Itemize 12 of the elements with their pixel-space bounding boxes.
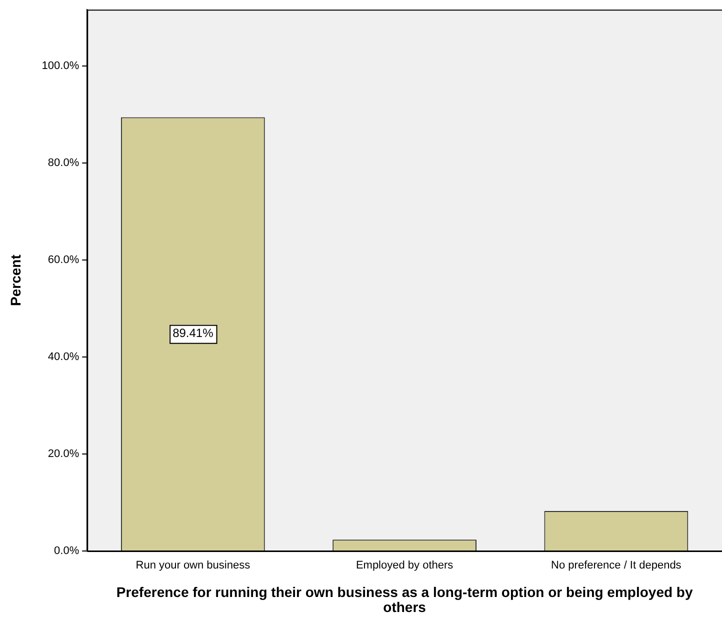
x-tick-label: Run your own business — [136, 560, 251, 572]
y-tick-label: 60.0% — [48, 254, 80, 266]
y-tick-label: 100.0% — [42, 60, 80, 72]
y-tick-label: 40.0% — [48, 350, 80, 363]
y-tick-label: 20.0% — [48, 448, 80, 460]
x-axis-title: Preference for running their own business as a long-term option or being employed by others — [116, 584, 693, 616]
y-tick-label: 0.0% — [54, 545, 80, 558]
x-tick-label: No preference / It depends — [551, 560, 682, 572]
x-tick-label: Employed by others — [356, 560, 454, 572]
y-axis-title: Percent — [7, 254, 24, 306]
y-tick-label: 80.0% — [48, 156, 80, 169]
data-label: 89.41% — [172, 326, 214, 340]
